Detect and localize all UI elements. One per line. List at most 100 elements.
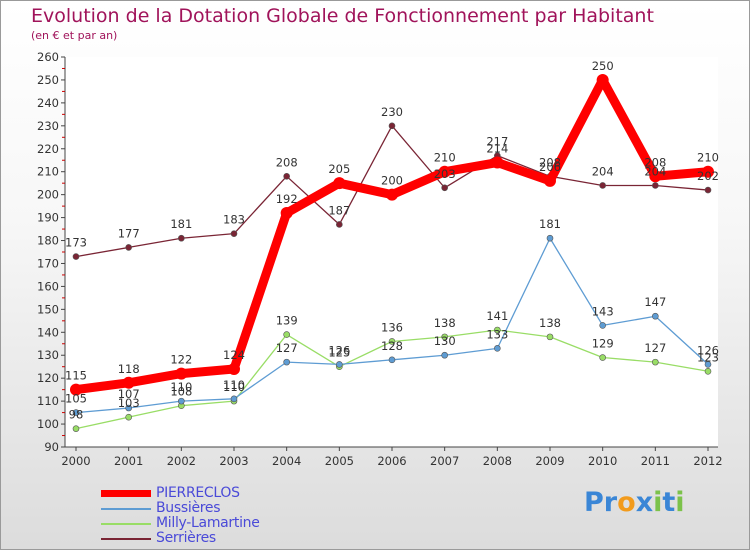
y-tick-label: 230 <box>37 119 59 133</box>
data-point <box>283 358 290 366</box>
data-point <box>441 333 448 341</box>
data-label: 126 <box>328 343 350 357</box>
data-point <box>230 230 238 237</box>
y-tick-label: 170 <box>37 256 59 270</box>
data-label: 173 <box>65 236 87 250</box>
data-label: 181 <box>170 217 192 231</box>
data-point <box>491 156 504 169</box>
data-label: 107 <box>118 387 140 401</box>
data-point <box>70 383 82 396</box>
legend-swatch-serrieres <box>101 538 151 540</box>
y-tick-label: 130 <box>37 348 59 362</box>
data-point <box>544 174 556 187</box>
data-point <box>704 186 712 194</box>
y-tick-label: 150 <box>37 302 59 316</box>
data-label: 128 <box>381 339 403 353</box>
x-tick-label: 2001 <box>114 454 143 468</box>
data-point <box>494 326 501 334</box>
data-point <box>546 234 554 242</box>
legend-swatch-pierreclos <box>101 490 151 497</box>
data-label: 129 <box>592 337 614 351</box>
x-tick-label: 2000 <box>61 454 90 468</box>
data-label: 208 <box>644 155 666 169</box>
data-label: 125 <box>328 346 350 360</box>
data-label: 105 <box>65 392 87 406</box>
x-tick-label: 2006 <box>377 454 406 468</box>
proxiti-logo: Proxiti <box>584 487 685 518</box>
y-tick-label: 220 <box>37 142 59 156</box>
data-label: 187 <box>328 203 350 217</box>
data-label: 123 <box>697 350 719 364</box>
data-label: 230 <box>381 105 403 119</box>
data-label: 110 <box>223 380 245 394</box>
y-tick-label: 210 <box>37 165 59 179</box>
data-point <box>283 172 290 180</box>
y-tick-label: 160 <box>37 279 59 293</box>
data-label: 210 <box>434 151 456 165</box>
data-point <box>596 73 609 86</box>
data-point <box>441 184 448 192</box>
data-point <box>494 345 501 352</box>
data-label: 192 <box>276 192 298 206</box>
data-label: 147 <box>644 295 666 309</box>
data-point <box>336 361 343 368</box>
data-point <box>175 367 188 380</box>
data-label: 110 <box>170 380 192 394</box>
legend-swatch-bussieres <box>101 508 151 510</box>
data-point <box>546 333 554 341</box>
data-label: 127 <box>644 341 666 355</box>
data-label: 143 <box>592 304 614 318</box>
x-tick-label: 2004 <box>272 454 301 468</box>
logo-letter: i <box>675 487 685 518</box>
x-tick-label: 2007 <box>430 454 459 468</box>
logo-letter: o <box>617 487 636 518</box>
data-point <box>125 404 132 412</box>
legend-label-milly-lamartine: Milly-Lamartine <box>156 515 260 531</box>
data-label: 204 <box>644 164 666 178</box>
data-label: 136 <box>381 320 403 334</box>
y-tick-label: 250 <box>37 73 59 87</box>
legend-label-pierreclos: PIERRECLOS <box>156 485 240 501</box>
data-point <box>649 170 662 183</box>
y-tick-label: 240 <box>37 96 59 110</box>
x-tick-label: 2008 <box>483 454 512 468</box>
data-point <box>386 188 398 201</box>
data-point <box>122 376 135 389</box>
data-label: 138 <box>539 316 561 330</box>
data-point <box>388 338 396 345</box>
logo-letter: t <box>662 487 676 518</box>
data-label: 127 <box>276 341 298 355</box>
data-point <box>652 182 659 189</box>
data-label: 115 <box>65 369 87 383</box>
y-tick-label: 120 <box>37 371 59 385</box>
chart-title: Evolution de la Dotation Globale de Fonc… <box>31 5 654 27</box>
data-label: 181 <box>539 217 561 231</box>
data-label: 118 <box>118 362 140 376</box>
data-point <box>704 367 712 375</box>
data-point <box>125 413 132 421</box>
plot-area <box>65 57 718 447</box>
y-tick-label: 140 <box>37 325 59 339</box>
data-label: 210 <box>697 151 719 165</box>
chart-subtitle: (en € et par an) <box>31 29 118 42</box>
data-point <box>652 358 659 366</box>
data-point <box>441 351 448 359</box>
data-point <box>599 182 606 189</box>
data-point <box>72 425 80 432</box>
data-label: 203 <box>434 167 456 181</box>
x-tick-label: 2012 <box>693 454 722 468</box>
data-label: 103 <box>118 396 140 410</box>
x-tick-label: 2003 <box>219 454 248 468</box>
y-tick-label: 260 <box>37 50 59 64</box>
data-label: 202 <box>697 169 719 183</box>
data-label: 208 <box>539 155 561 169</box>
data-point <box>178 234 185 242</box>
data-point <box>333 177 346 190</box>
data-point <box>280 207 293 219</box>
y-tick-label: 180 <box>37 234 59 248</box>
data-point <box>652 312 659 320</box>
data-label: 217 <box>486 135 508 149</box>
y-tick-label: 110 <box>37 394 59 408</box>
